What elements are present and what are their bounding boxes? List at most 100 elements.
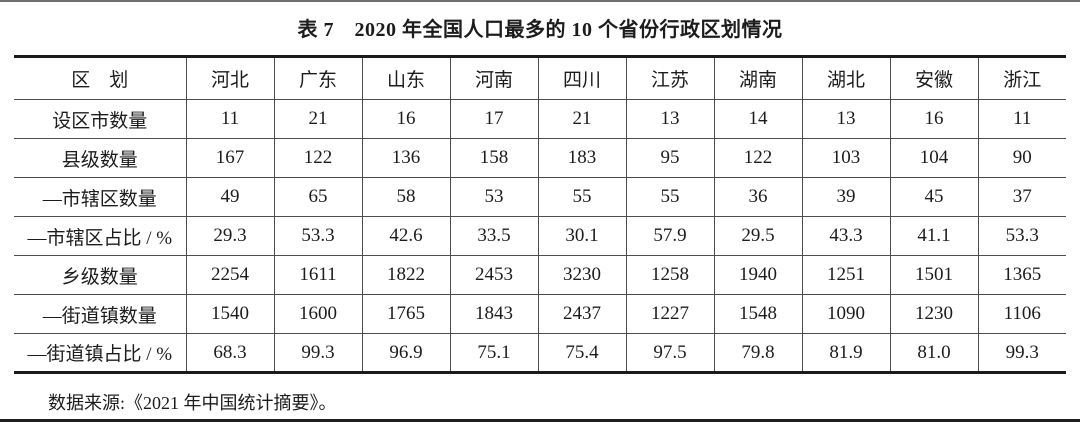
data-cell: 17 [449,99,538,139]
data-cell: 41.1 [889,216,978,256]
data-cell: 53.3 [977,216,1066,256]
data-cell: 30.1 [537,216,626,256]
data-cell: 11 [977,99,1066,139]
data-cell: 1540 [185,294,274,334]
header-cell-province: 湖北 [801,56,890,100]
data-cell: 1258 [625,255,714,295]
data-cell: 11 [185,99,274,139]
data-cell: 1227 [625,294,714,334]
data-cell: 1106 [977,294,1066,334]
data-cell: 36 [713,177,802,217]
data-cell: 29.3 [185,216,274,256]
header-cell-province: 浙江 [977,56,1066,100]
data-cell: 37 [977,177,1066,217]
data-cell: 96.9 [361,333,450,373]
data-cell: 136 [361,138,450,178]
data-cell: 21 [537,99,626,139]
data-cell: 49 [185,177,274,217]
data-cell: 13 [801,99,890,139]
header-cell-province: 四川 [537,56,626,100]
table-body: 设区市数量 11 21 16 17 21 13 14 13 16 11 县级数量 167 122 136 15… [14,99,1066,373]
page-bottom-rule [0,419,1080,422]
data-cell: 68.3 [185,333,274,373]
data-cell: 42.6 [361,216,450,256]
data-cell: 122 [273,138,362,178]
data-cell: 16 [361,99,450,139]
data-cell: 99.3 [273,333,362,373]
data-cell: 1765 [361,294,450,334]
data-cell: 58 [361,177,450,217]
data-cell: 158 [449,138,538,178]
data-cell: 29.5 [713,216,802,256]
data-cell: 122 [713,138,802,178]
data-cell: 1090 [801,294,890,334]
header-row: 区 划 河北 广东 山东 河南 四川 江苏 湖南 湖北 安徽 浙江 [14,56,1066,100]
table-row: 县级数量 167 122 136 158 183 95 122 103 104 90 [14,138,1066,178]
data-cell: 75.4 [537,333,626,373]
header-cell-row-label: 区 划 [71,70,129,91]
data-cell: 57.9 [625,216,714,256]
page-top-rule [0,0,1080,2]
header-cell-province: 广东 [273,56,362,100]
row-label: 设区市数量 [52,110,148,132]
data-cell: 1611 [273,255,362,295]
data-cell: 53 [449,177,538,217]
data-cell: 55 [625,177,714,217]
data-cell: 1365 [977,255,1066,295]
data-cell: 167 [185,138,274,178]
data-cell: 81.9 [801,333,890,373]
data-cell: 1548 [713,294,802,334]
admin-divisions-table: 区 划河北 广东 山东 河南 四川 江苏 湖南 湖北 安徽 浙江 设区市数量 11 21 16 17 21 1… [14,55,1066,374]
row-label: —市辖区数量 [42,188,157,210]
data-cell: 2437 [537,294,626,334]
data-cell: 53.3 [273,216,362,256]
data-cell: 21 [273,99,362,139]
table-title: 表 7 2020 年全国人口最多的 10 个省份行政区划情况 [297,19,783,41]
data-cell: 95 [625,138,714,178]
data-cell: 65 [273,177,362,217]
data-cell: 3230 [537,255,626,295]
header-cell-province: 河北 [185,56,274,100]
header-cell-province: 江苏 [625,56,714,100]
data-cell: 2453 [449,255,538,295]
data-cell: 14 [713,99,802,139]
data-cell: 99.3 [977,333,1066,373]
data-cell: 81.0 [889,333,978,373]
data-cell: 183 [537,138,626,178]
data-cell: 1600 [273,294,362,334]
data-cell: 1843 [449,294,538,334]
data-cell: 97.5 [625,333,714,373]
table-row: 设区市数量 11 21 16 17 21 13 14 13 16 11 [14,99,1066,139]
data-cell: 79.8 [713,333,802,373]
row-label: —街道镇占比 / % [27,344,173,365]
data-cell: 1251 [801,255,890,295]
data-cell: 2254 [185,255,274,295]
data-cell: 1940 [713,255,802,295]
header-cell-province: 山东 [361,56,450,100]
data-source-note: 数据来源:《2021 年中国统计摘要》。 [48,393,337,413]
row-label: 乡级数量 [61,266,138,288]
data-cell: 55 [537,177,626,217]
row-label: 县级数量 [61,149,138,171]
data-cell: 13 [625,99,714,139]
data-cell: 45 [889,177,978,217]
table-row: —市辖区数量 49 65 58 53 55 55 36 39 45 37 [14,177,1066,217]
header-cell-province: 湖南 [713,56,802,100]
data-cell: 90 [977,138,1066,178]
data-cell: 1822 [361,255,450,295]
data-cell: 75.1 [449,333,538,373]
data-cell: 104 [889,138,978,178]
row-label: —市辖区占比 / % [27,227,173,249]
header-cell-province: 安徽 [889,56,978,100]
data-cell: 43.3 [801,216,890,256]
table-row: —街道镇数量 1540 1600 1765 1843 2437 1227 1548 1090 12… [14,294,1066,334]
data-cell: 1501 [889,255,978,295]
row-label: —街道镇数量 [42,305,157,327]
data-cell: 16 [889,99,978,139]
data-cell: 103 [801,138,890,178]
table-row: —街道镇占比 / % 68.3 99.3 96.9 75.1 75.4 97.5 79.8 81… [14,333,1066,373]
data-cell: 39 [801,177,890,217]
data-cell: 33.5 [449,216,538,256]
header-cell-province: 河南 [449,56,538,100]
table-row: —市辖区占比 / % 29.3 53.3 42.6 33.5 30.1 57.9 29.5 43… [14,216,1066,256]
